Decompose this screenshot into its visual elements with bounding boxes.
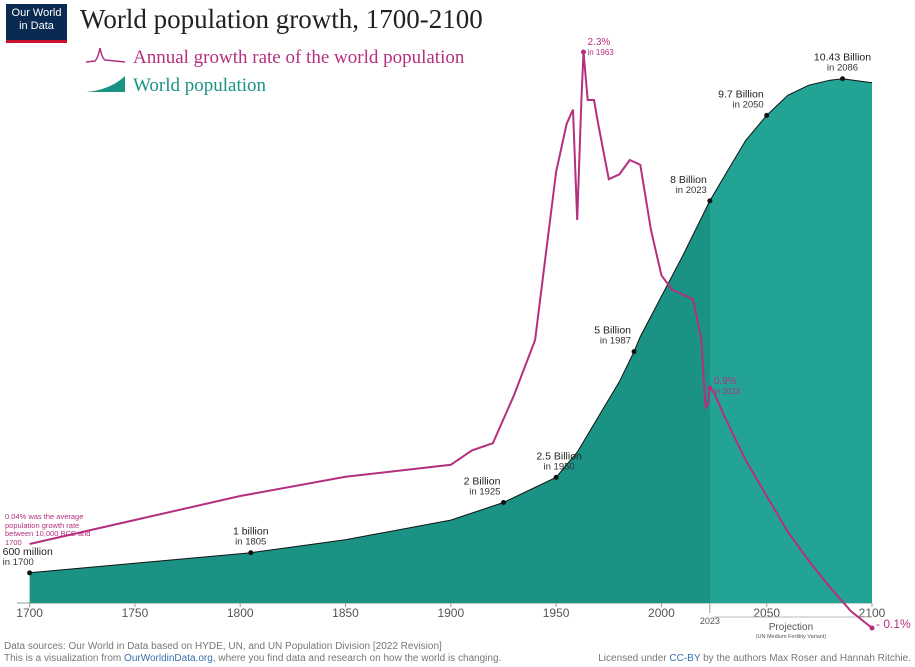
population-marker bbox=[248, 550, 254, 556]
legend-line-icon bbox=[85, 47, 126, 63]
x-tick-label: 1900 bbox=[437, 606, 464, 620]
population-marker bbox=[764, 112, 770, 118]
annotation-note: in 1700 bbox=[3, 557, 34, 568]
footer-text: by the authors Max Roser and Hannah Ritc… bbox=[700, 653, 911, 664]
annotation-note: in 1925 bbox=[469, 486, 500, 497]
annotation-note: in 1805 bbox=[235, 537, 266, 548]
annotation-note: in 2023 bbox=[714, 387, 741, 396]
legend-label: World population bbox=[133, 75, 267, 96]
annotation-label: 10.43 Billion bbox=[814, 52, 871, 64]
x-tick-label: 2000 bbox=[648, 606, 675, 620]
footer-visualization: This is a visualization from OurWorldinD… bbox=[4, 653, 501, 664]
annotation-note: in 2086 bbox=[827, 63, 858, 74]
growth-line bbox=[29, 51, 873, 629]
population-marker bbox=[631, 349, 637, 355]
footer-text: This is a visualization from bbox=[4, 653, 125, 664]
annotation-note: in 2050 bbox=[733, 99, 764, 110]
annotation-label: 8 Billion bbox=[670, 174, 707, 186]
annotation-label: 2.3% bbox=[587, 37, 610, 48]
population-marker bbox=[707, 198, 713, 204]
x-tick-label: 1950 bbox=[543, 606, 570, 620]
projection-note: (UN Medium Fertility Variant) bbox=[756, 634, 827, 640]
footer-license: Licensed under CC-BY by the authors Max … bbox=[598, 653, 911, 664]
footer-text: Licensed under bbox=[598, 653, 670, 664]
population-marker bbox=[553, 474, 559, 480]
annotation-label: 2 Billion bbox=[464, 475, 501, 487]
population-outline bbox=[29, 78, 873, 574]
annotation-label: 600 million bbox=[3, 546, 53, 558]
footer-link[interactable]: CC-BY bbox=[669, 653, 701, 664]
annotation-label: 1 billion bbox=[233, 526, 269, 538]
projection-label: Projection bbox=[769, 622, 813, 633]
growth-marker bbox=[869, 625, 875, 631]
annotation-note: in 1950 bbox=[544, 461, 575, 472]
annotation-label: 5 Billion bbox=[594, 325, 631, 337]
logo: Our World in Data bbox=[6, 4, 67, 43]
population-marker bbox=[840, 76, 846, 82]
footer-text: , where you find data and research on ho… bbox=[212, 653, 502, 664]
legend-area-icon bbox=[86, 76, 125, 92]
annotation-label: - 0.1% bbox=[876, 617, 911, 631]
footer-sources: Data sources: Our World in Data based on… bbox=[4, 641, 442, 652]
annotation-note: in 2023 bbox=[676, 185, 707, 196]
population-marker bbox=[500, 499, 506, 505]
growth-marker bbox=[707, 385, 713, 391]
annotation-label: 9.7 Billion bbox=[718, 88, 764, 100]
x-tick-label: 1750 bbox=[122, 606, 149, 620]
growth-marker bbox=[580, 49, 586, 55]
chart-title: World population growth, 1700-2100 bbox=[80, 4, 483, 34]
population-marker bbox=[27, 570, 33, 576]
x-tick-label: 2050 bbox=[753, 606, 780, 620]
annotation-note: in 1963 bbox=[587, 48, 614, 57]
footer-link[interactable]: OurWorldinData.org bbox=[124, 653, 213, 664]
projection-start-label: 2023 bbox=[700, 616, 720, 626]
population-area bbox=[29, 78, 873, 603]
annotation-note: 0.04% was the average population growth … bbox=[5, 512, 91, 547]
annotation-label: 0.9% bbox=[714, 376, 737, 387]
annotation-note: in 1987 bbox=[600, 336, 631, 347]
annotation-label: 2.5 Billion bbox=[536, 450, 582, 462]
legend-label: Annual growth rate of the world populati… bbox=[133, 47, 465, 68]
x-tick-label: 1850 bbox=[332, 606, 359, 620]
x-tick-label: 1700 bbox=[16, 606, 43, 620]
x-tick-label: 1800 bbox=[227, 606, 254, 620]
